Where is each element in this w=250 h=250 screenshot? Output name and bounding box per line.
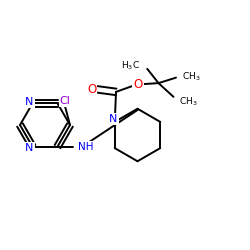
Text: H$_3$C: H$_3$C	[121, 59, 140, 72]
Text: O: O	[87, 83, 97, 96]
Text: Cl: Cl	[60, 96, 70, 106]
Text: N: N	[25, 143, 34, 153]
Text: CH$_3$: CH$_3$	[182, 70, 201, 83]
Text: N: N	[25, 97, 34, 107]
Text: O: O	[134, 78, 143, 91]
Text: NH: NH	[78, 142, 94, 152]
Text: CH$_3$: CH$_3$	[178, 96, 197, 108]
Text: N: N	[109, 114, 118, 124]
